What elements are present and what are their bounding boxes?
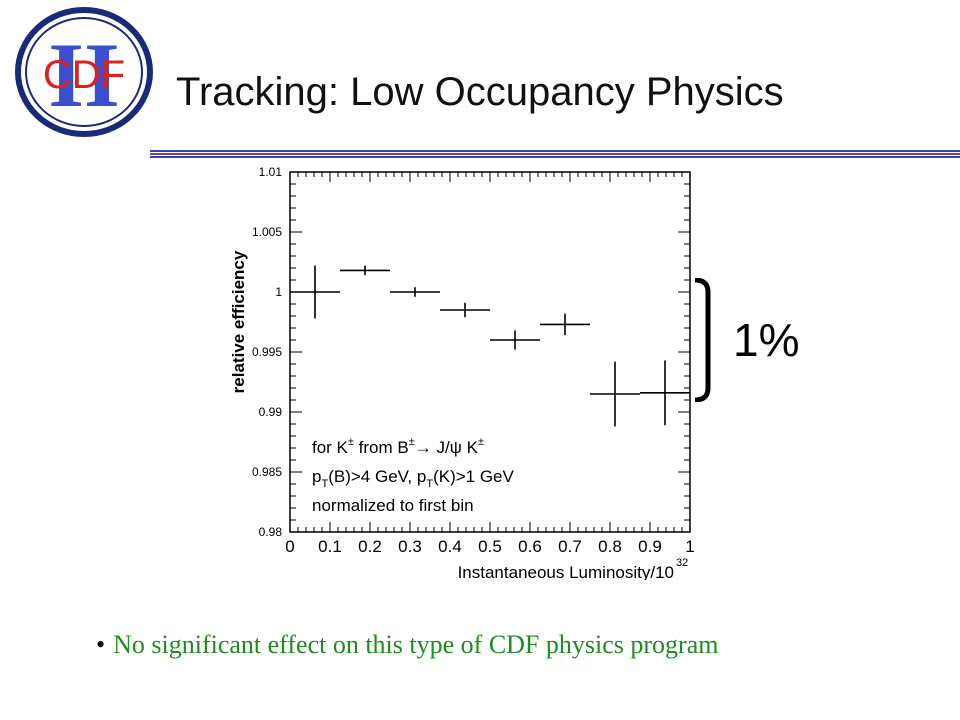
x-tick-label: 0 <box>285 537 294 556</box>
x-tick-label: 0.9 <box>638 537 662 556</box>
logo-numeral: II <box>48 24 120 126</box>
bracket-label: 1% <box>733 314 800 366</box>
data-point <box>340 265 390 276</box>
efficiency-chart: 0 0.1 0.2 0.3 0.4 0.5 0.6 0.7 0.8 0.9 1 0.98 0.985 0.… <box>229 165 695 580</box>
x-tick-label: 0.4 <box>438 537 462 556</box>
x-tick-label: 0.6 <box>518 537 542 556</box>
data-point <box>440 302 490 318</box>
logo-text: CDF <box>43 53 125 97</box>
x-tick-label: 1 <box>685 537 694 556</box>
y-tick-label: 1.01 <box>259 165 283 179</box>
x-axis-label-exponent: 32 <box>676 557 688 569</box>
y-tick-label: 0.99 <box>259 405 283 419</box>
y-axis-label: relative efficiency <box>229 250 248 393</box>
annotation-line-1: for K± from B±→ J/ψ K± <box>312 436 484 457</box>
bullet-point: • No significant effect on this type of C… <box>96 630 718 660</box>
y-tick-label: 1 <box>275 285 282 299</box>
x-tick-label: 0.3 <box>398 537 422 556</box>
data-point <box>640 360 690 426</box>
bullet-dot: • <box>96 630 106 659</box>
logo-ring <box>15 7 153 137</box>
x-tick-label: 0.8 <box>598 537 622 556</box>
x-axis-label: Instantaneous Luminosity/10 <box>458 563 674 580</box>
data-point <box>490 330 540 350</box>
annotation-line-2: pT(B)>4 GeV, pT(K)>1 GeV <box>312 467 515 490</box>
x-tick-label: 0.1 <box>318 537 342 556</box>
y-tick-label: 0.985 <box>252 465 282 479</box>
data-point <box>540 313 590 336</box>
bullet-text: No significant effect on this type of CD… <box>113 630 719 659</box>
x-tick-label: 0.2 <box>358 537 382 556</box>
chart-annotation: for K± from B±→ J/ψ K± pT(B)>4 GeV, pT(K… <box>312 436 515 515</box>
annotation-line-3: normalized to first bin <box>312 496 474 515</box>
slide-title: Tracking: Low Occupancy Physics <box>176 70 784 114</box>
data-point <box>390 287 440 297</box>
x-tick-label: 0.7 <box>558 537 582 556</box>
y-tick-label: 0.98 <box>259 525 283 539</box>
title-divider <box>150 150 960 160</box>
data-point <box>290 265 340 319</box>
y-tick-label: 0.995 <box>252 345 282 359</box>
data-point <box>590 361 640 427</box>
cdf-logo: II CDF <box>15 7 153 137</box>
y-tick-label: 1.005 <box>252 225 282 239</box>
range-bracket <box>694 278 711 402</box>
x-tick-label: 0.5 <box>478 537 502 556</box>
